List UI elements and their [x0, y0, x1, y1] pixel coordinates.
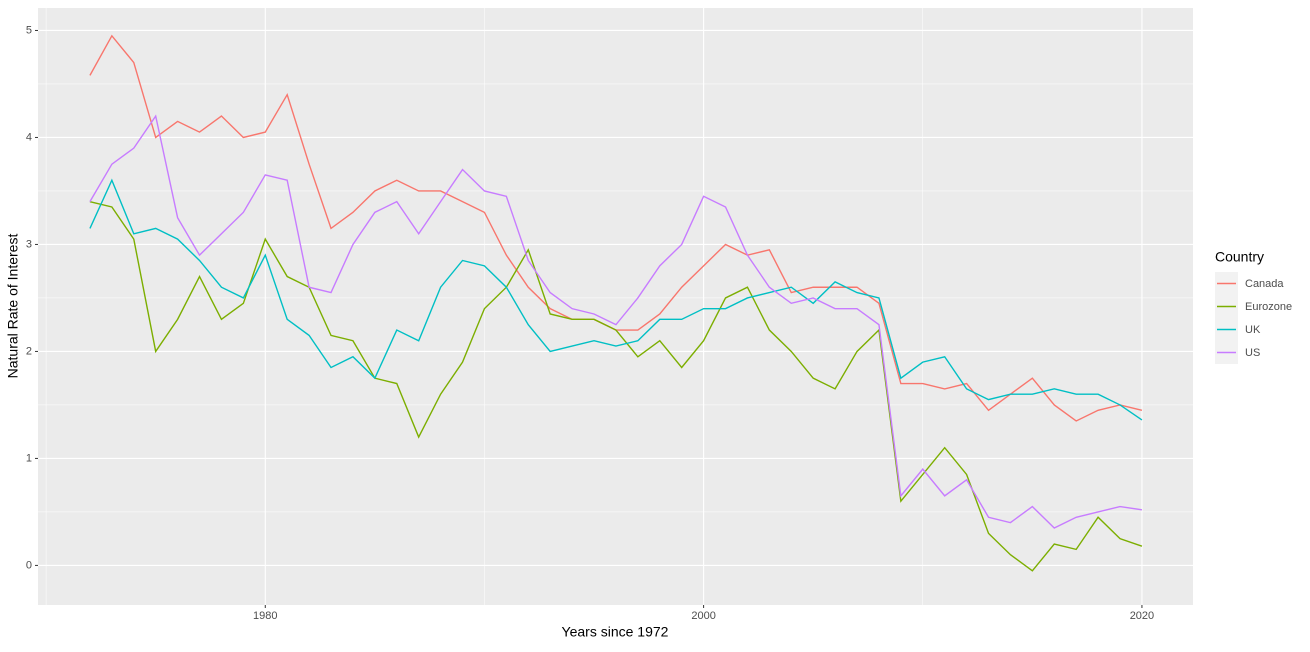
y-tick-label: 2 — [26, 345, 32, 357]
y-tick-label: 3 — [26, 238, 32, 250]
legend-title: Country — [1215, 249, 1264, 265]
y-tick-label: 4 — [26, 131, 32, 143]
legend-label: Eurozone — [1245, 301, 1292, 313]
y-tick-label: 0 — [26, 559, 32, 571]
x-axis-title: Years since 1972 — [562, 624, 669, 640]
legend-label: US — [1245, 347, 1260, 359]
y-tick-label: 1 — [26, 452, 32, 464]
legend-label: UK — [1245, 324, 1261, 336]
y-axis-title: Natural Rate of Interest — [5, 234, 21, 379]
series-line — [89, 178, 1143, 421]
x-tick-label: 1980 — [253, 610, 277, 622]
legend-label: Canada — [1245, 278, 1284, 290]
series-line — [89, 114, 1143, 529]
series-line — [89, 200, 1143, 572]
y-tick-label: 5 — [26, 24, 32, 36]
x-tick-label: 2000 — [691, 610, 715, 622]
panel — [38, 8, 1193, 605]
x-tick-label: 2020 — [1130, 610, 1154, 622]
